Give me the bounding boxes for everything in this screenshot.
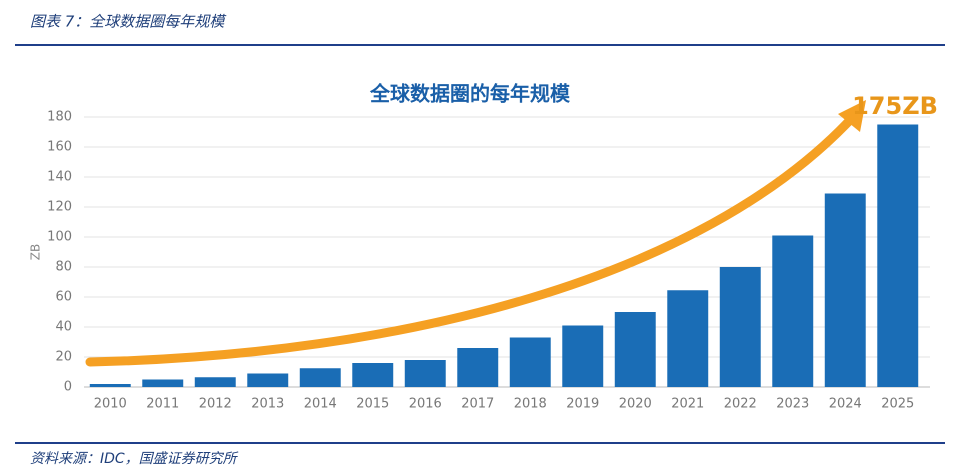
x-tick-label: 2017 (461, 397, 494, 412)
x-tick-label: 2014 (304, 397, 337, 412)
header-title: 图表 7：全球数据圈每年规模 (30, 13, 227, 31)
bar (509, 337, 551, 387)
x-tick-label: 2018 (514, 397, 547, 412)
bar (824, 193, 866, 387)
y-tick-label: 80 (55, 260, 72, 275)
y-axis-label: ZB (29, 244, 43, 260)
x-tick-label: 2016 (409, 397, 442, 412)
y-tick-label: 140 (47, 170, 72, 185)
y-tick-label: 100 (47, 230, 72, 245)
x-tick-label: 2010 (94, 397, 127, 412)
bar (614, 312, 656, 387)
y-tick-label: 40 (55, 320, 72, 335)
x-tick-label: 2011 (146, 397, 179, 412)
bar (457, 348, 499, 387)
x-tick-label: 2024 (829, 397, 862, 412)
x-tick-label: 2022 (724, 397, 757, 412)
bar (562, 325, 604, 387)
y-tick-label: 120 (47, 200, 72, 215)
chart-title: 全球数据圈的每年规模 (369, 82, 571, 106)
annotation: 175ZB (852, 92, 938, 120)
plot: 0 20 40 60 80 100 120 140 160 180 2010 2011 2012 2013… (47, 110, 930, 412)
y-tick-label: 60 (55, 290, 72, 305)
bar (352, 363, 394, 387)
x-tick-label: 2023 (776, 397, 809, 412)
x-tick-label: 2012 (199, 397, 232, 412)
bar (667, 290, 709, 387)
x-tick-label: 2020 (619, 397, 652, 412)
bar (299, 368, 341, 387)
x-tick-label: 2025 (881, 397, 914, 412)
bar (194, 377, 236, 387)
y-tick-label: 180 (47, 110, 72, 125)
y-tick-label: 0 (64, 380, 72, 395)
bar (719, 267, 761, 387)
x-tick-label: 2021 (671, 397, 704, 412)
x-tick-label: 2013 (251, 397, 284, 412)
bar (142, 379, 184, 387)
bar (247, 373, 289, 387)
bar (877, 124, 919, 387)
y-tick-label: 160 (47, 140, 72, 155)
x-tick-label: 2015 (356, 397, 389, 412)
bar (89, 384, 131, 387)
bar (404, 360, 446, 387)
arrow-head (838, 100, 866, 132)
y-tick-label: 20 (55, 350, 72, 365)
source: 资料来源：IDC，国盛证券研究所 (30, 451, 239, 467)
bar (772, 235, 814, 387)
trend-arrow (85, 113, 857, 367)
x-tick-label: 2019 (566, 397, 599, 412)
